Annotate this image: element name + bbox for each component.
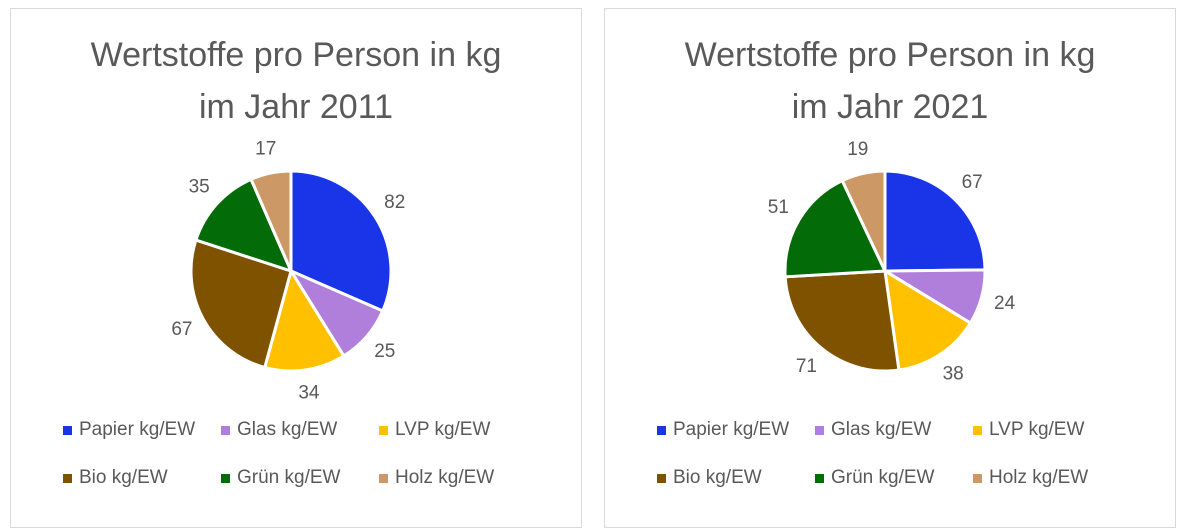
data-label: 67: [171, 319, 192, 340]
legend-swatch: [63, 473, 72, 483]
pie-area: 82 25 34 67 35 17: [171, 139, 405, 404]
legend-label: Papier kg/EW: [79, 419, 196, 440]
legend-item: Glas kg/EW: [815, 417, 973, 443]
legend-swatch: [973, 473, 982, 483]
legend-swatch: [221, 473, 230, 483]
data-label: 25: [374, 341, 395, 362]
legend-item: Papier kg/EW: [63, 417, 221, 443]
chart-panel: 67 24 38 71 51 19 Papier kg/EW Glas kg/EW LVP kg…: [604, 8, 1176, 528]
chart-title: Wertstoffe pro Person in kg im Jahr 2021: [684, 36, 1096, 126]
data-label: 51: [768, 197, 789, 218]
chart-title: Wertstoffe pro Person in kg im Jahr 2011: [90, 36, 502, 126]
legend-item: Grün kg/EW: [815, 465, 973, 491]
legend-label: Bio kg/EW: [79, 467, 168, 488]
legend-label: Bio kg/EW: [673, 467, 762, 488]
pie-slice: [883, 268, 973, 372]
legend-label: Glas kg/EW: [831, 419, 932, 440]
chart-panel: 82 25 34 67 35 17 Papier kg/EW Glas kg/EW LVP kg…: [10, 8, 582, 528]
data-label: 67: [962, 172, 983, 193]
legend-item: Holz kg/EW: [973, 465, 1131, 491]
legend-label: Holz kg/EW: [395, 467, 495, 488]
legend-item: Bio kg/EW: [63, 465, 221, 491]
legend-item: Grün kg/EW: [221, 465, 379, 491]
legend-swatch: [63, 425, 72, 435]
legend: Papier kg/EW Glas kg/EW LVP kg/EW Bio kg/EW…: [63, 417, 537, 491]
pie-slice: [289, 169, 393, 313]
pie-slice: [189, 238, 293, 370]
legend-label: Grün kg/EW: [831, 467, 935, 488]
legend-swatch: [973, 425, 982, 435]
data-label: 24: [994, 293, 1016, 314]
legend-swatch: [221, 425, 230, 435]
pie-slice: [249, 169, 293, 272]
legend: Papier kg/EW Glas kg/EW LVP kg/EW Bio kg/EW…: [657, 417, 1131, 491]
data-label: 34: [298, 383, 320, 404]
legend-label: Grün kg/EW: [237, 467, 341, 488]
pie-slice: [783, 178, 888, 279]
legend-label: Papier kg/EW: [673, 419, 790, 440]
data-label: 71: [796, 356, 817, 377]
pie-slice: [883, 169, 987, 273]
legend-label: LVP kg/EW: [395, 419, 491, 440]
legend-label: LVP kg/EW: [989, 419, 1085, 440]
legend-item: LVP kg/EW: [973, 417, 1131, 443]
data-label: 19: [847, 139, 868, 160]
pie-slice: [840, 169, 887, 272]
data-label: 82: [384, 192, 405, 213]
legend-swatch: [379, 473, 388, 483]
data-label: 38: [943, 364, 964, 385]
legend-item: Bio kg/EW: [657, 465, 815, 491]
legend-swatch: [379, 425, 388, 435]
legend-swatch: [815, 425, 824, 435]
legend-label: Holz kg/EW: [989, 467, 1089, 488]
legend-label: Glas kg/EW: [237, 419, 338, 440]
data-label: 35: [189, 177, 210, 198]
data-label: 17: [255, 139, 276, 160]
legend-item: Glas kg/EW: [221, 417, 379, 443]
pie-area: 67 24 38 71 51 19: [768, 139, 1016, 385]
legend-item: Papier kg/EW: [657, 417, 815, 443]
legend-swatch: [815, 473, 824, 483]
pie-slice: [783, 269, 901, 373]
legend-item: Holz kg/EW: [379, 465, 537, 491]
legend-swatch: [657, 473, 666, 483]
legend-item: LVP kg/EW: [379, 417, 537, 443]
legend-swatch: [657, 425, 666, 435]
pie-slice: [194, 177, 294, 274]
